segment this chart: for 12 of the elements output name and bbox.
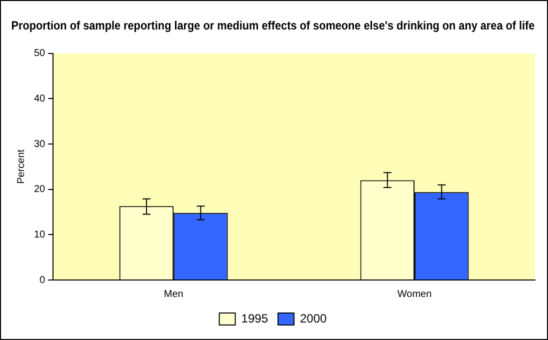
y-tick-label: 40 (34, 93, 46, 104)
x-tick-label: Women (397, 288, 432, 300)
y-tick-label: 20 (34, 184, 46, 196)
y-tick-label: 0 (40, 274, 46, 286)
legend-label: 2000 (300, 311, 328, 326)
x-tick-label: Men (164, 288, 184, 300)
y-tick-label: 50 (34, 48, 46, 60)
y-axis-title: Percent (16, 149, 27, 184)
y-tick-label: 30 (34, 138, 46, 150)
y-tick-label: 10 (34, 229, 46, 240)
chart-title: Proportion of sample reporting large or medium effects of someone else's drinking on any area of life (11, 20, 535, 33)
legend-label: 1995 (241, 311, 268, 326)
